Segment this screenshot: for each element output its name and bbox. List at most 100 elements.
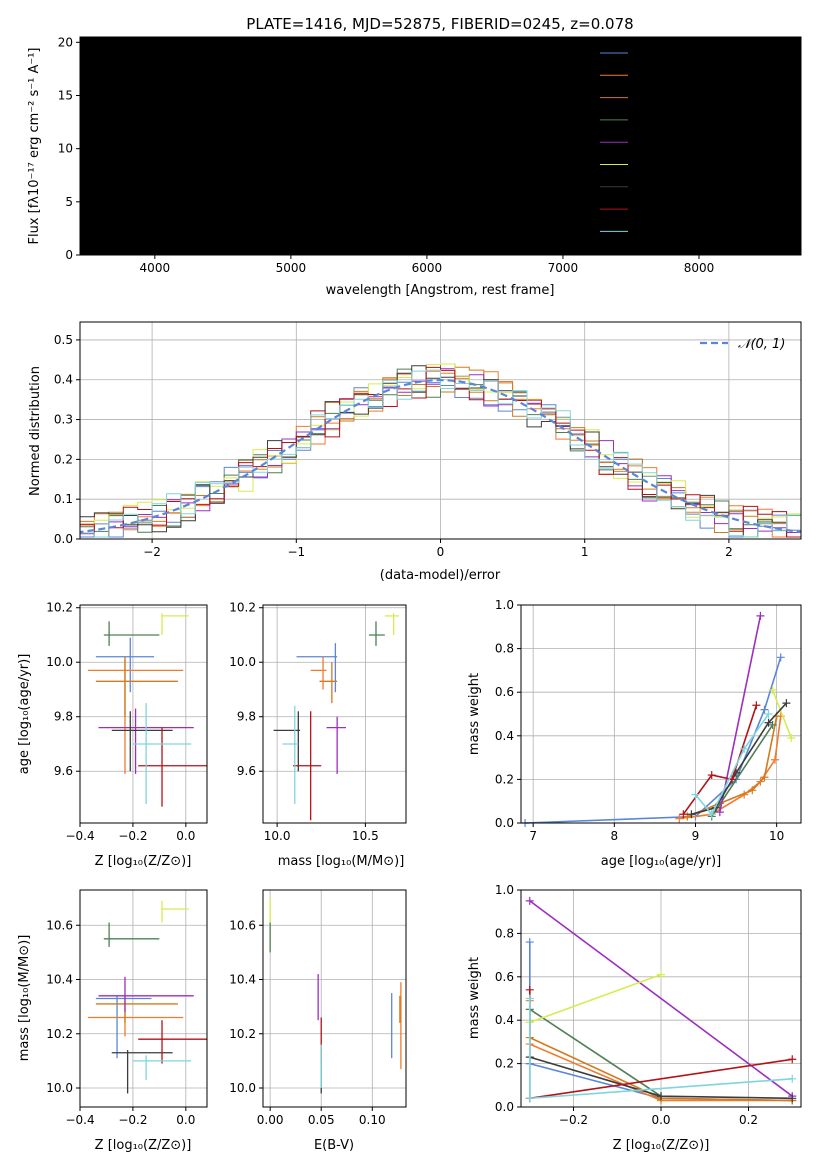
x-tick-label: 0.10 [359,1113,386,1127]
y-tick-label: 10.2 [229,1027,256,1041]
residual-histograms [80,363,801,538]
y-tick-label: 0.6 [495,970,514,984]
mass-weight-marker [715,808,724,817]
y-tick-label: 0.4 [495,729,514,743]
mass-weight-marker [525,994,534,1003]
legend-label: Kroupa MILES, NSSP=5 [634,91,761,108]
mass-weight-marker [707,810,716,819]
spectrum-legend: Chabrier MILES, NSSP=4 Salpeter MILES, NS… [600,46,777,241]
mass-weight-marker [657,970,665,979]
mass-weight-marker [788,1094,797,1103]
mass-weight-marker [740,744,749,753]
age-vs-metallicity-ylabel: age [log₁₀(age/yr)] [17,654,32,775]
errorbar-group [87,900,207,1094]
mass-weight-line [719,615,762,813]
mass-weight-marker [760,705,769,714]
y-tick-label: 15 [58,88,73,102]
mass-weight-marker [788,1074,797,1083]
y-tick-label: 1.0 [495,598,514,612]
mass-weight-line [771,689,793,739]
mass-weight-marker [525,896,534,905]
residual-xlabel: (data-model)/error [380,568,501,583]
spectrum-panel: 4000 5000 6000 7000 8000 0 5 10 15 20 Chabrier MIL… [58,35,802,275]
age-vs-metallicity-xlabel: Z [log₁₀(Z/Z⊙)] [95,854,192,869]
x-tick-label: 1 [581,545,589,559]
x-tick-label: 0.00 [257,1113,284,1127]
x-tick-label: 8000 [684,261,715,275]
mass-vs-metallicity-xlabel: Z [log₁₀(Z/Z⊙)] [95,1138,192,1153]
x-tick-label: −0.2 [559,1113,588,1127]
y-tick-label: 10 [58,142,73,156]
legend-label: Salpeter MILES, NSSP=6 [634,68,769,85]
mass-weight-marker [691,790,700,799]
mass-weight-marker [756,611,765,620]
y-tick-label: 10.0 [229,1081,256,1095]
mass-vs-ebv-xlabel: E(B-V) [314,1138,354,1153]
errorbar-group [87,613,207,807]
residual-legend: 𝒩(0, 1) [700,337,785,352]
errorbar-group [273,613,399,821]
legend-label: Salpeter ELODIE, NSSP=2 [634,135,776,152]
y-tick-label: 0.0 [54,532,73,546]
y-tick-label: 1.0 [495,883,514,897]
x-tick-label: −0.4 [65,1113,94,1127]
y-tick-label: 0.4 [54,373,73,387]
x-tick-label: −0.4 [65,829,94,843]
spectrum-clip-rect [80,37,801,255]
legend-label: 𝒩(0, 1) [738,337,785,352]
weight-vs-age-frame [520,604,802,824]
mass-weight-marker [683,812,692,821]
mass-weight-marker [525,985,534,994]
mass-weight-marker [525,938,534,947]
y-tick-label: 10.2 [229,601,256,615]
y-tick-label: 10.6 [46,918,73,932]
x-tick-label: 7000 [548,261,579,275]
x-tick-label: −0.2 [118,1113,147,1127]
x-tick-label: 0.0 [176,829,195,843]
weight-vs-metallicity-panel: −0.2 0.0 0.2 0.0 0.2 0.4 0.6 0.8 1.0 [495,883,802,1127]
y-tick-label: 10.0 [46,655,73,669]
mass-weight-marker [788,1055,797,1064]
y-tick-label: 9.8 [237,710,256,724]
x-tick-label: 0.05 [308,1113,335,1127]
mass-weight-marker [764,710,773,718]
y-tick-label: 0.0 [495,816,514,830]
y-tick-label: 10.0 [46,1081,73,1095]
x-tick-label: 8 [611,829,619,843]
mass-vs-metallicity-frame [79,889,208,1108]
mass-vs-metallicity-ylabel: mass [log₁₀(M/M⊙)] [17,935,32,1062]
x-tick-label: 2 [725,545,733,559]
x-tick-label: 10.5 [352,829,379,843]
mass-weight-marker [707,771,716,780]
errorbar-group [269,898,402,1094]
y-tick-label: 0.6 [495,685,514,699]
mass-weight-marker [675,814,684,823]
y-tick-label: 10.4 [46,973,73,987]
weight-vs-metallicity-frame [520,889,802,1108]
y-tick-label: 20 [58,35,73,49]
mass-weight-line [529,973,662,1024]
mass-weight-marker [679,810,688,819]
y-tick-label: 10.4 [229,973,256,987]
legend-label: Chabrier STELIB, NSSP=5 [634,180,775,197]
mass-weight-marker [752,701,761,710]
legend-label: Chabrier ELODIE, NSSP=2 [634,113,777,130]
residual-panel: −2 −1 0 1 2 0.0 0.1 0.2 0.3 0.4 0.5 𝒩(0, 1) [54,321,802,559]
y-tick-label: 0.4 [495,1013,514,1027]
mass-vs-metallicity-panel: −0.4 −0.2 0.0 10.0 10.2 10.4 10.6 [46,889,208,1127]
mass-weight-marker [760,773,769,782]
x-tick-label: −2 [143,545,161,559]
y-tick-label: 5 [65,195,73,209]
weight-vs-age-ylabel: mass weight [467,673,482,755]
x-tick-label: −1 [287,545,305,559]
x-tick-label: 10 [769,829,784,843]
mass-weight-line [694,713,770,816]
x-tick-label: 7 [529,829,537,843]
y-tick-label: 0.2 [54,452,73,466]
y-tick-label: 9.8 [54,710,73,724]
y-tick-label: 10.6 [229,918,256,932]
legend-label: Kroupa ELODIE, NSSP=2 [634,158,769,175]
mass-weight-marker [525,1094,534,1103]
age-vs-mass-frame [262,604,407,824]
